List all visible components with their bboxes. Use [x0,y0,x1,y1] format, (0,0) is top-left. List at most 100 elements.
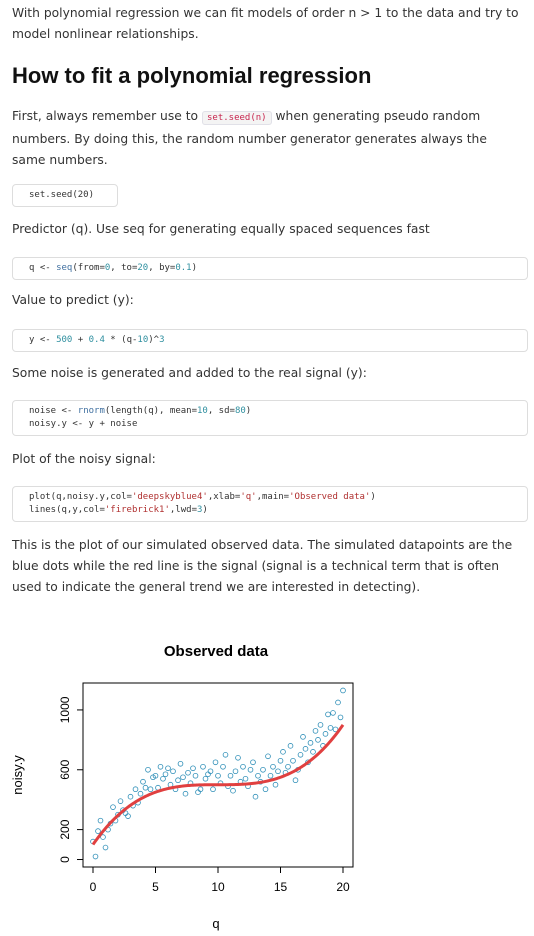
paragraph-plot-description: This is the plot of our simulated observ… [12,538,513,594]
data-point [140,778,146,785]
data-point [162,771,169,778]
y-tick-label: 200 [58,819,72,839]
code-token: plot(q,noisy.y,col= [29,492,132,502]
data-point [247,766,254,773]
code-number: 3 [196,505,203,515]
paragraph-set-seed: First, always remember use to set.seed(n… [12,106,512,171]
data-point [200,763,206,770]
code-token: y <- [29,335,57,345]
y-axis: 0 200 600 1000 [58,696,83,863]
paragraph-plot: Plot of the noisy signal: [12,452,156,466]
data-point [285,763,291,770]
data-point [92,853,99,860]
x-tick-label: 15 [274,880,288,894]
code-block-plot[interactable]: plot(q,noisy.y,col='deepskyblue4',xlab= '… [12,486,528,522]
data-point [262,786,269,793]
data-point [227,772,234,779]
data-point [332,726,339,733]
code-string: 'Observed data' [289,492,371,502]
code-string: 'deepskyblue4' [131,492,208,502]
code-number: 0.1 [175,263,192,273]
data-point [102,844,109,851]
data-point [330,710,336,716]
code-token: q <- [29,263,57,273]
paragraph-predictor: Predictor (q). Use seq for generating eq… [12,222,430,236]
intro-paragraph: With polynomial regression we can fit mo… [12,6,519,41]
data-point [110,804,116,810]
data-point [302,746,309,752]
code-block-noise[interactable]: noise <- rnorm(length(q), mean=10, sd=80… [12,400,528,436]
data-point [210,786,216,793]
data-point [197,786,204,793]
data-point [340,687,346,694]
data-point [242,775,249,782]
data-point [235,754,241,761]
code-token: , sd= [207,406,235,416]
code-number: 10 [137,335,149,345]
data-point [272,781,279,788]
x-tick-label: 5 [152,880,159,894]
code-number: 3 [159,335,165,345]
data-point [280,749,286,755]
data-point [230,787,236,794]
section-heading: How to fit a polynomial regression [12,63,372,88]
code-number: 0.4 [88,335,105,345]
code-block-set-seed[interactable]: set.seed(20) [12,184,118,207]
data-point [212,759,219,766]
x-axis: 0 5 10 15 20 [90,867,350,894]
code-block-signal[interactable]: y <- 500 + 0.4 * (q-10)^3 [12,329,528,352]
data-point [125,813,131,819]
data-point [207,768,214,775]
code-string: 'firebrick1' [104,505,170,515]
chart-title: Observed data [164,643,269,660]
data-point [232,768,239,775]
y-axis-label: noisy.y [10,755,25,795]
code-token: , by= [148,263,176,273]
code-token: ) [202,505,208,515]
data-point [290,757,296,764]
paragraph-text: when generating pseudo random numbers. B… [12,109,487,167]
y-tick-label: 0 [58,856,72,863]
inline-code-set-seed: set.seed(n) [201,111,272,125]
code-token: (length(q), mean= [104,406,197,416]
code-token: * (q- [104,335,138,345]
data-point [292,777,299,784]
data-point [190,765,196,772]
data-point [147,786,154,793]
data-point [287,743,294,749]
code-block-predictor[interactable]: q <- seq(from=0, to=20, by=0.1) [12,257,528,280]
data-point [95,828,101,834]
data-point [127,793,134,800]
code-function: seq [56,263,73,273]
data-point [325,711,331,718]
code-line: noisy.y <- y + noise [29,419,138,429]
x-tick-label: 0 [90,880,97,894]
data-point [265,753,271,760]
data-point [137,790,144,797]
data-point [222,752,229,758]
data-point [195,789,201,796]
data-point [142,784,149,791]
data-point [220,763,226,770]
data-point [117,798,124,804]
x-tick-label: 20 [336,880,350,894]
data-point [100,834,106,840]
code-token: noise <- [29,406,78,416]
x-axis-label: q [212,916,219,931]
code-number: 0 [104,263,111,273]
data-point [180,774,186,781]
code-token: ,xlab= [207,492,241,502]
paragraph-text: First, always remember use to [12,109,202,123]
code-line: plot(q,noisy.y,col='deepskyblue4',xlab= '… [29,491,519,504]
data-point [145,766,151,773]
code-number: 20 [137,263,149,273]
paragraph-value-to-predict: Value to predict (y): [12,293,134,307]
code-token: lines(q,y,col= [29,505,105,515]
data-point [270,763,276,770]
code-line: set.seed(20) [29,190,95,200]
data-point [255,772,261,779]
code-token: ) [191,263,198,273]
code-token: ,lwd= [169,505,197,515]
code-function: rnorm [77,406,105,416]
paragraph-noise: Some noise is generated and added to the… [12,366,367,380]
